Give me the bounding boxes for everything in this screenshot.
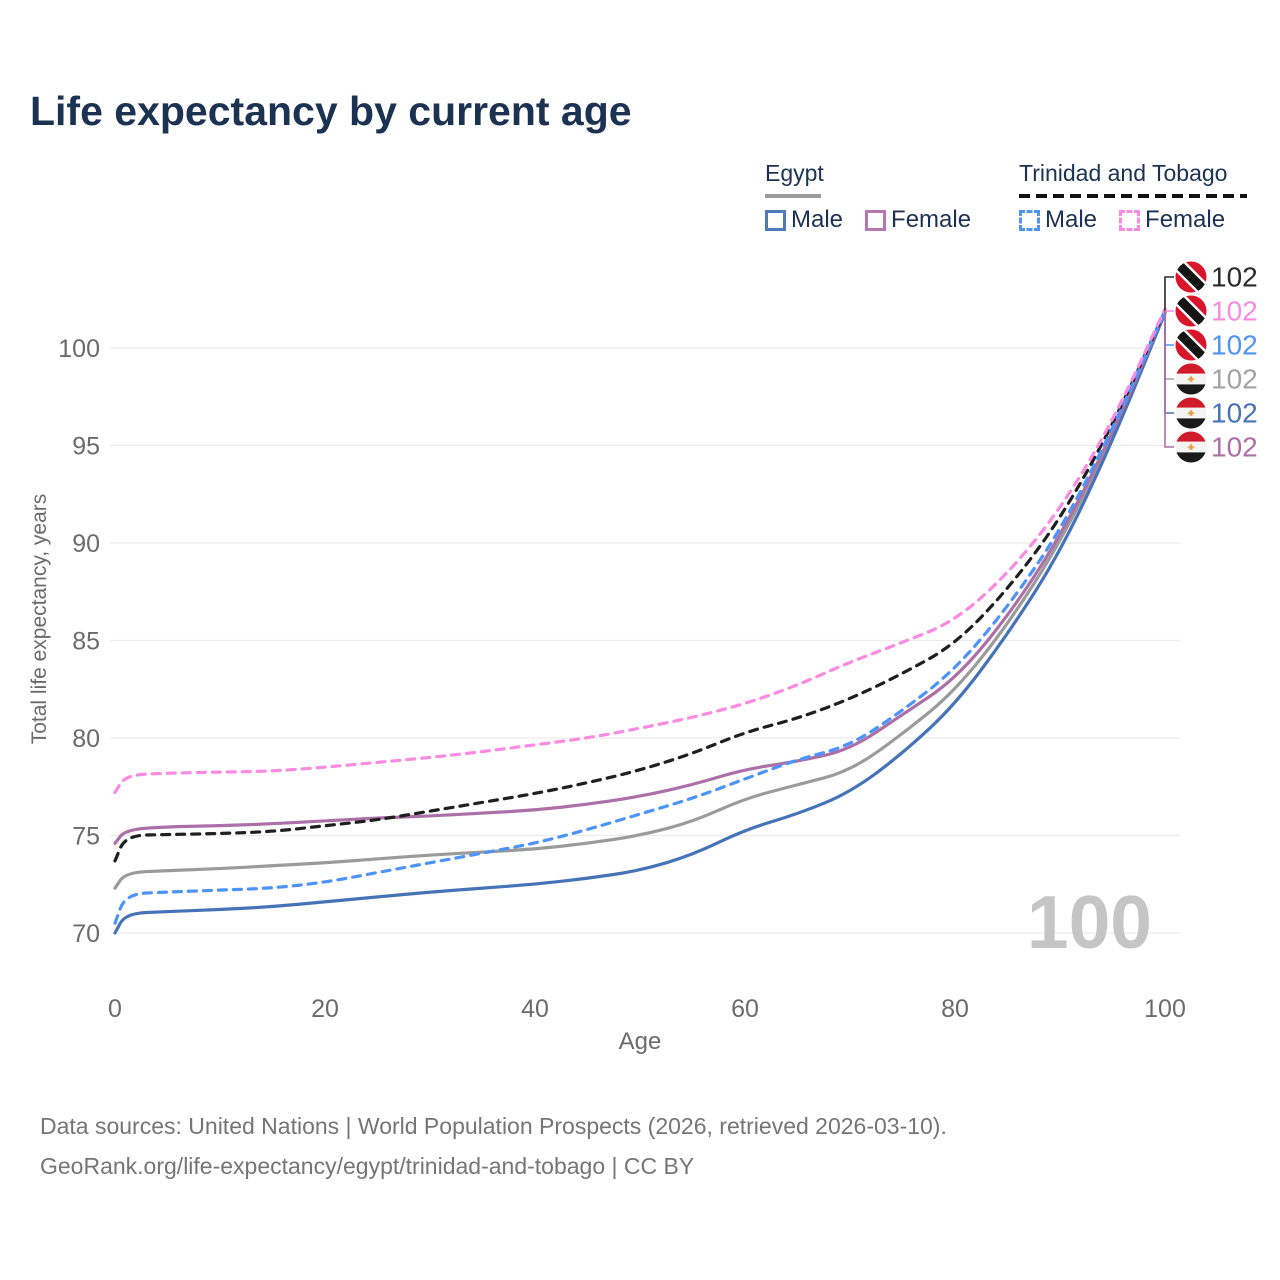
legend-label: Male bbox=[1045, 206, 1098, 233]
legend-label: Female bbox=[1145, 206, 1226, 233]
legend-group-trinidad: Trinidad and Tobago Male Female bbox=[1019, 160, 1247, 234]
series-line-trinidad-and-tobago-both-sexes[interactable] bbox=[113, 309, 1167, 863]
y-tick-label: 80 bbox=[72, 725, 100, 753]
series-line-egypt-male[interactable] bbox=[113, 311, 1167, 935]
y-tick-label: 85 bbox=[72, 628, 100, 656]
y-tick-label: 95 bbox=[72, 433, 100, 461]
trinidad-female-swatch-icon bbox=[1119, 209, 1141, 231]
x-tick-label: 60 bbox=[731, 995, 759, 1023]
egypt-female-swatch-icon bbox=[865, 209, 887, 231]
flag-icon-egypt bbox=[1175, 397, 1207, 429]
data-source-footer: Data sources: United Nations | World Pop… bbox=[40, 1106, 947, 1186]
x-axis-title: Age bbox=[619, 1028, 662, 1055]
trinidad-male-swatch-icon bbox=[1019, 209, 1040, 231]
footer-line-2[interactable]: GeoRank.org/life-expectancy/egypt/trinid… bbox=[40, 1153, 695, 1179]
footer-line-1: Data sources: United Nations | World Pop… bbox=[40, 1113, 947, 1139]
series-line-trinidad-and-tobago-female[interactable] bbox=[113, 307, 1167, 795]
y-tick-label: 100 bbox=[58, 335, 100, 363]
end-value-label: 102 bbox=[1211, 296, 1258, 327]
flag-icon-trinidad bbox=[1169, 255, 1213, 299]
end-value-label: 102 bbox=[1211, 262, 1258, 293]
legend-country-trinidad[interactable]: Trinidad and Tobago bbox=[1019, 160, 1228, 186]
legend-underline-trinidad bbox=[1019, 194, 1247, 198]
x-tick-label: 0 bbox=[108, 995, 122, 1023]
series-line-egypt-both-sexes[interactable] bbox=[113, 311, 1167, 890]
end-value-label: 102 bbox=[1211, 364, 1258, 395]
flag-icon-trinidad bbox=[1169, 323, 1213, 367]
end-value-label: 102 bbox=[1211, 330, 1258, 361]
y-tick-label: 75 bbox=[72, 823, 100, 851]
flag-icon-egypt bbox=[1175, 431, 1207, 463]
egypt-male-swatch-icon bbox=[765, 209, 786, 231]
flag-icon-trinidad bbox=[1169, 289, 1213, 333]
flag-icon-egypt bbox=[1175, 363, 1207, 395]
end-value-label: 102 bbox=[1211, 398, 1258, 429]
y-axis-title: Total life expectancy, years bbox=[28, 494, 51, 745]
legend-label: Male bbox=[791, 206, 844, 233]
legend-label: Female bbox=[891, 206, 972, 233]
legend-item-egypt-female[interactable]: Female bbox=[865, 206, 971, 234]
legend-underline-egypt bbox=[765, 194, 821, 198]
end-label-connector bbox=[1164, 310, 1174, 448]
chart-title: Life expectancy by current age bbox=[30, 88, 632, 134]
series-line-trinidad-and-tobago-male[interactable] bbox=[113, 309, 1167, 925]
legend-row-egypt: Male Female bbox=[765, 206, 971, 234]
x-tick-label: 20 bbox=[311, 995, 339, 1023]
x-tick-label: 100 bbox=[1144, 995, 1186, 1023]
end-label-connector bbox=[1164, 310, 1174, 346]
legend-item-egypt-male[interactable]: Male bbox=[765, 206, 843, 234]
x-tick-label: 80 bbox=[941, 995, 969, 1023]
legend-item-trinidad-male[interactable]: Male bbox=[1019, 206, 1097, 234]
end-label-connector bbox=[1164, 310, 1174, 414]
y-tick-label: 90 bbox=[72, 530, 100, 558]
current-age-watermark: 100 bbox=[1027, 880, 1152, 964]
end-label-connector bbox=[1164, 276, 1174, 311]
legend-country-egypt[interactable]: Egypt bbox=[765, 160, 824, 186]
x-tick-label: 40 bbox=[521, 995, 549, 1023]
legend-group-egypt: Egypt Male Female bbox=[765, 160, 971, 234]
y-tick-label: 70 bbox=[72, 920, 100, 948]
legend-row-trinidad: Male Female bbox=[1019, 206, 1247, 234]
end-value-label: 102 bbox=[1211, 432, 1258, 463]
series-line-egypt-female[interactable] bbox=[113, 309, 1167, 845]
legend-item-trinidad-female[interactable]: Female bbox=[1119, 206, 1225, 234]
